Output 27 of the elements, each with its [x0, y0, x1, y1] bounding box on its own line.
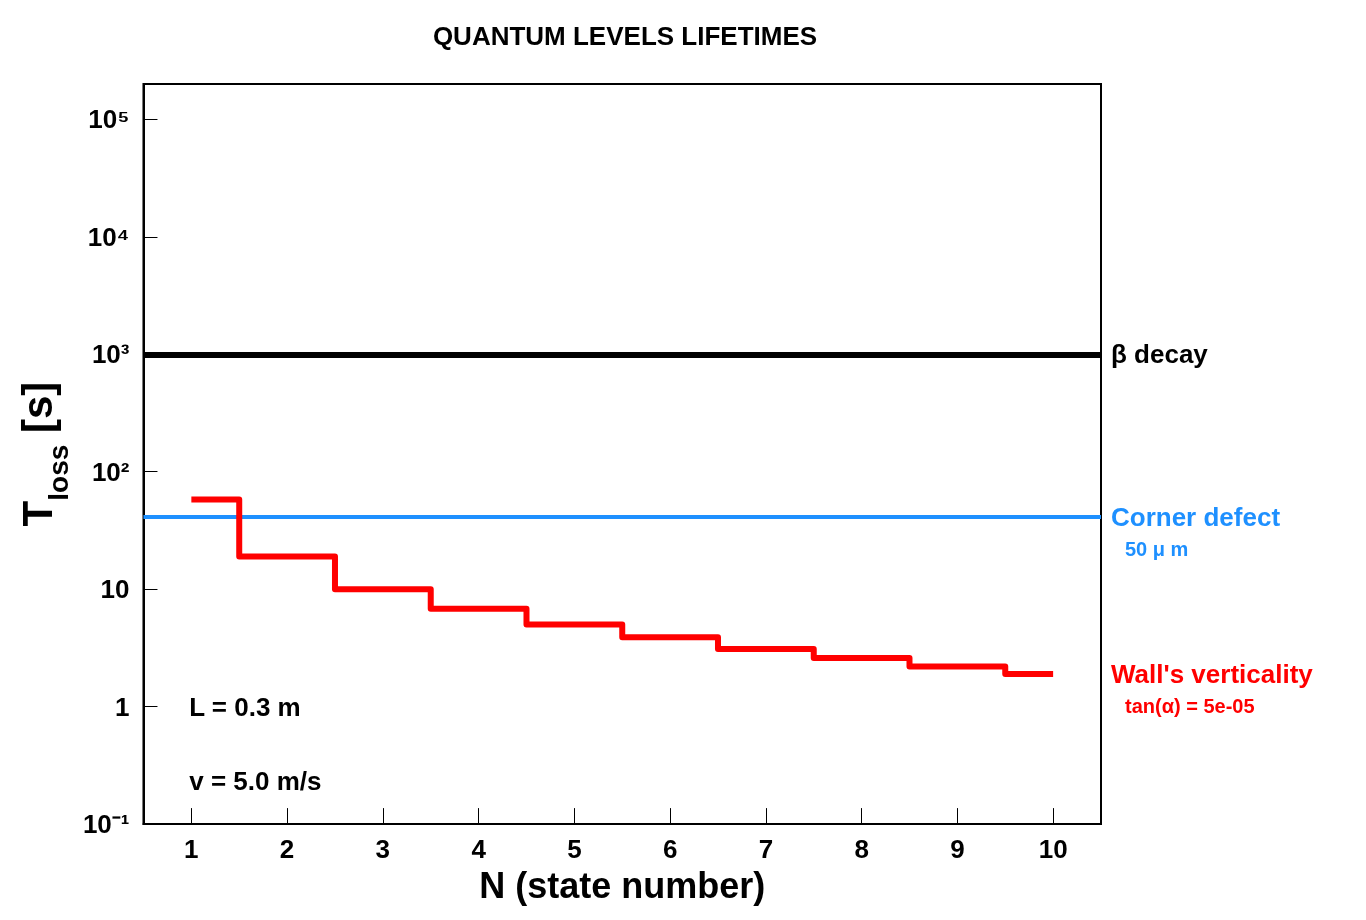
text: tan(α) = 5e-05 — [1125, 694, 1255, 717]
x-tick-label: 9 — [950, 834, 965, 865]
y-tick-label: 10³ — [91, 339, 130, 370]
y-tick-label: 10⁴ — [87, 221, 130, 252]
y-tick-label: 10⁵ — [88, 104, 130, 135]
x-tick-label: 5 — [567, 834, 582, 865]
y-tick-label: 1 — [115, 691, 130, 722]
x-tick-label: 7 — [758, 834, 774, 865]
text: 50 μ m — [1125, 538, 1189, 561]
annotation: v = 5.0 m/s — [189, 766, 322, 797]
x-tick-label: 4 — [471, 834, 487, 865]
chart-title: QUANTUM LEVELS LIFETIMES — [432, 21, 818, 51]
y-tick-label: 10² — [91, 456, 130, 487]
text: Wall's verticality — [1111, 658, 1314, 689]
x-tick-label: 10 — [1038, 834, 1068, 865]
x-tick-label: 8 — [854, 834, 869, 865]
y-axis-title: Tloss [s] — [13, 381, 74, 527]
x-tick-label: 2 — [279, 834, 295, 865]
x-tick-label: 3 — [375, 834, 391, 865]
ref-line-label: β decay — [1111, 339, 1209, 370]
x-tick-label: 1 — [184, 834, 199, 865]
annotation: L = 0.3 m — [189, 692, 301, 723]
y-tick-label: 10 — [100, 574, 130, 605]
x-tick-label: 6 — [662, 834, 678, 865]
x-axis-title: N (state number) — [479, 864, 766, 906]
y-tick-label: 10⁻¹ — [82, 809, 130, 840]
ref-line-label: Corner defect — [1111, 502, 1281, 533]
